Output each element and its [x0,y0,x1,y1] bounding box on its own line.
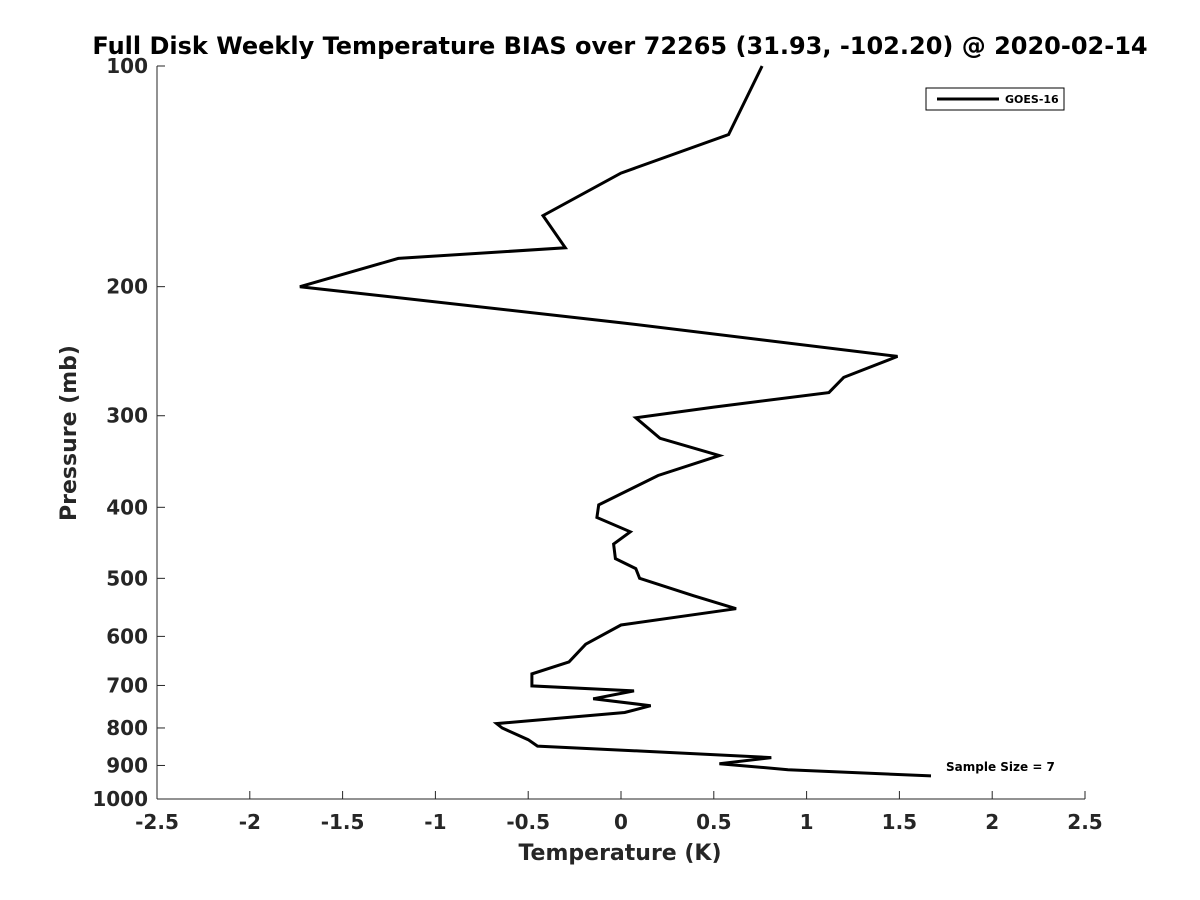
x-tick-label: -1.5 [321,810,365,834]
y-tick-label: 500 [106,566,148,590]
y-axis-label: Pressure (mb) [57,345,82,521]
x-tick-label: 2 [985,810,999,834]
x-tick-label: -1 [424,810,446,834]
x-tick-label: -2 [239,810,261,834]
x-axis-label: Temperature (K) [518,841,721,866]
y-tick-label: 700 [106,673,148,697]
x-tick-label: 2.5 [1067,810,1102,834]
x-tick-label: 1 [800,810,814,834]
series-layer [299,65,932,778]
y-tick-label: 100 [106,54,148,78]
chart-title: Full Disk Weekly Temperature BIAS over 7… [92,32,1147,60]
x-tick-label: 1.5 [882,810,917,834]
series-line-goes-16 [299,65,932,778]
legend: GOES-16 [925,87,1065,111]
y-tick-label: 300 [106,404,148,428]
x-tick-label: -0.5 [506,810,550,834]
y-tick-label: 600 [106,624,148,648]
y-tick-label: 800 [106,716,148,740]
sample-size-annotation: Sample Size = 7 [946,760,1055,774]
y-tick-label: 400 [106,495,148,519]
x-tick-label: -2.5 [135,810,179,834]
y-tick-label: 1000 [92,787,148,811]
legend-label: GOES-16 [1005,93,1059,106]
y-tick-label: 900 [106,753,148,777]
x-tick-label: 0 [614,810,628,834]
axes [156,65,1086,800]
y-tick-label: 200 [106,275,148,299]
x-tick-label: 0.5 [696,810,731,834]
tick-labels: -2.5 -2 -1.5 -1 -0.5 0 0.5 1 1.5 2 2.5 100 200 300 400… [92,54,1102,834]
